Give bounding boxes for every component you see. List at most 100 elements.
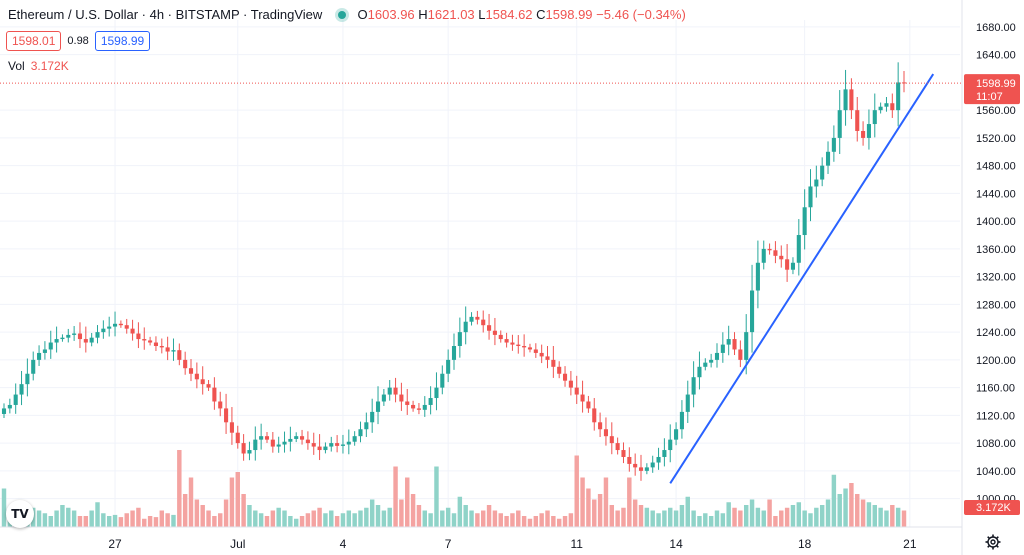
candle <box>19 370 24 406</box>
volume-bar <box>334 516 340 527</box>
candle <box>358 421 363 443</box>
tradingview-logo-icon[interactable]: TV <box>6 500 34 528</box>
volume-bar <box>381 510 387 527</box>
candle <box>317 434 322 461</box>
volume-bar <box>276 507 281 527</box>
candle <box>785 244 790 282</box>
candle <box>101 320 106 339</box>
volume-bar <box>592 499 597 527</box>
candle <box>364 412 369 438</box>
price-tick-label: 1160.00 <box>976 383 1015 395</box>
volume-bar <box>708 516 714 527</box>
volume-bar <box>130 510 135 527</box>
symbol-title[interactable]: Ethereum / U.S. Dollar · 4h · BITSTAMP ·… <box>8 7 323 22</box>
volume-bar <box>182 494 188 527</box>
volume-bar <box>890 505 895 527</box>
trend-line[interactable] <box>669 73 935 484</box>
candle <box>194 362 199 389</box>
price-tick-label: 1480.00 <box>976 161 1016 173</box>
candle <box>446 349 451 383</box>
volume-bar <box>855 494 860 527</box>
candle <box>218 391 223 417</box>
volume-bar <box>819 505 825 527</box>
volume-bar <box>422 510 427 527</box>
candle <box>1 403 7 418</box>
volume-bar <box>779 510 784 527</box>
candle <box>779 245 784 268</box>
volume-bar <box>393 466 398 527</box>
volume-bar <box>685 496 690 527</box>
price-tick-label: 1360.00 <box>976 244 1016 256</box>
volume-bar <box>475 513 480 527</box>
volume-bar <box>901 510 907 527</box>
volume-bar <box>340 513 346 527</box>
candle <box>405 389 410 415</box>
candle <box>241 434 246 461</box>
volume-bar <box>562 516 568 527</box>
candle <box>300 429 305 445</box>
candle <box>31 351 36 381</box>
volume-bar <box>568 513 574 527</box>
candle <box>872 93 877 138</box>
candle <box>592 398 597 431</box>
volume-bar <box>732 507 737 527</box>
volume-bar <box>720 513 726 527</box>
candle <box>750 264 755 353</box>
candle <box>656 447 661 470</box>
volume-bar <box>814 507 819 527</box>
volume-bar <box>329 510 334 527</box>
legend-header: Ethereum / U.S. Dollar · 4h · BITSTAMP ·… <box>8 7 686 22</box>
candle <box>580 380 585 413</box>
time-tick-label: 27 <box>108 537 122 551</box>
volume-bar <box>241 494 246 527</box>
volume-bar <box>153 517 159 527</box>
bid-button[interactable]: 1598.01 <box>6 31 62 51</box>
candle <box>89 332 94 347</box>
volume-bar <box>364 507 369 527</box>
volume-bar <box>71 510 77 527</box>
volume-bar <box>369 499 375 527</box>
candle <box>475 310 480 325</box>
candle <box>177 343 182 366</box>
candle <box>726 325 731 356</box>
candle <box>603 417 608 446</box>
candle <box>136 322 141 349</box>
ask-button[interactable]: 1598.99 <box>94 31 151 51</box>
volume-bar <box>188 477 194 527</box>
candle <box>557 361 562 379</box>
candle <box>866 109 871 150</box>
time-tick-label: 11 <box>570 537 583 551</box>
candle <box>451 333 457 370</box>
volume-bar <box>773 516 778 527</box>
volume-bar <box>95 502 100 527</box>
price-tick-label: 1320.00 <box>976 272 1016 284</box>
gear-icon[interactable] <box>985 534 1001 550</box>
candle <box>884 96 889 112</box>
candle <box>568 370 573 396</box>
candle <box>72 326 77 341</box>
candle <box>732 332 737 356</box>
candle <box>720 332 725 363</box>
candle <box>212 377 217 410</box>
volume-bar <box>784 507 790 527</box>
candle <box>679 400 684 439</box>
candle <box>37 345 42 366</box>
price-tick-label: 1200.00 <box>976 355 1016 367</box>
candle <box>685 380 690 423</box>
candle <box>229 407 234 445</box>
volume-bar <box>434 466 439 527</box>
candle <box>674 422 679 446</box>
candle <box>650 455 655 473</box>
candle <box>773 241 778 264</box>
volume-bar <box>42 513 48 527</box>
candle <box>124 318 129 334</box>
candle <box>820 157 825 187</box>
volume-bar <box>545 510 550 527</box>
volume-bar <box>673 510 679 527</box>
volume-bar <box>831 474 837 527</box>
volume-bar <box>54 510 59 527</box>
volume-bar <box>235 472 240 527</box>
candle <box>375 386 381 425</box>
candle <box>340 434 346 454</box>
